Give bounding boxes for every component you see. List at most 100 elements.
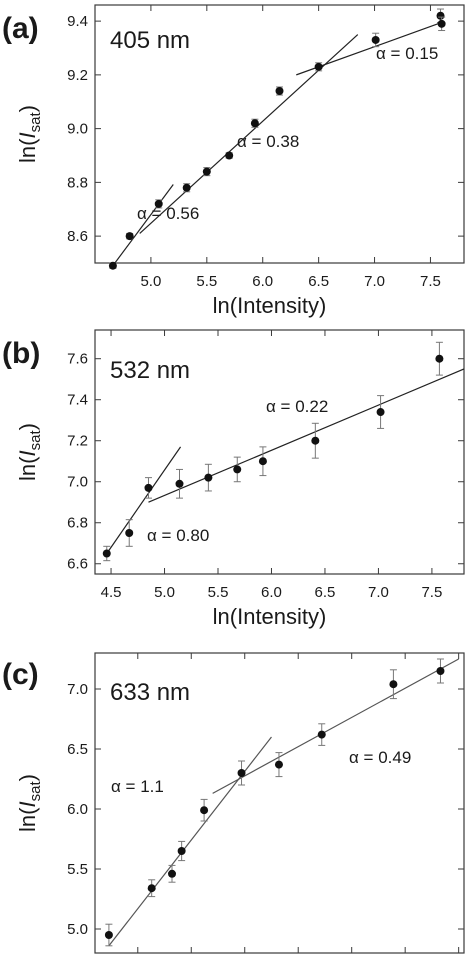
x-tick-label: 7.5	[420, 273, 441, 290]
wavelength-label: 633 nm	[110, 679, 190, 706]
y-axis-label: ln(Isat)	[15, 105, 44, 163]
y-tick-label: 5.5	[67, 861, 88, 878]
data-point	[233, 465, 242, 474]
x-tick-label: 4.5	[101, 584, 122, 601]
plot-frame	[94, 4, 465, 264]
y-label-suffix: )	[15, 774, 40, 781]
y-tick-label: 5.0	[67, 921, 88, 938]
data-point	[108, 261, 117, 270]
data-point	[102, 549, 111, 558]
data-point	[311, 436, 320, 445]
x-tick-label: 7.0	[364, 273, 385, 290]
y-tick-label: 8.8	[67, 174, 88, 191]
x-tick-label: 5.5	[208, 584, 229, 601]
panel-2: 5.05.56.06.57.07.58.05.05.56.06.57.0ln(I…	[2, 652, 465, 954]
y-label-italic: I	[15, 450, 40, 456]
data-point	[104, 931, 113, 939]
data-point	[376, 408, 385, 417]
x-tick-label: 6.0	[261, 584, 282, 601]
panel-label: (c)	[2, 658, 39, 691]
slope-label: α = 0.80	[147, 526, 209, 545]
data-point	[436, 667, 445, 675]
data-point	[274, 760, 283, 769]
y-label-italic: I	[15, 801, 40, 807]
y-label-sub: sat	[27, 112, 44, 133]
y-label-prefix: ln(	[15, 138, 40, 163]
x-axis-label: ln(Intensity)	[213, 293, 327, 318]
y-label-italic: I	[15, 132, 40, 138]
fit-line	[212, 658, 459, 794]
y-tick-label: 6.0	[67, 801, 88, 818]
x-tick-label: 5.0	[140, 273, 161, 290]
x-tick-label: 6.5	[315, 584, 336, 601]
fit-line	[106, 446, 182, 554]
data-point	[175, 479, 184, 488]
panel-0: 5.0 5.5 6.0 6.5 7.0 7.5 8.6 8.8 9.0 9.2 9.4 ln(Inte…	[2, 4, 465, 318]
y-axis-label: ln(Isat)	[15, 423, 44, 481]
y-label-suffix: )	[15, 105, 40, 112]
y-tick-label: 7.4	[67, 392, 88, 409]
data-point	[371, 35, 380, 44]
y-tick-label: 9.2	[67, 67, 88, 84]
y-axis-label: ln(Isat)	[15, 774, 44, 832]
x-tick-label: 6.0	[252, 273, 273, 290]
y-tick-label: 7.6	[67, 351, 88, 368]
y-tick-label: 7.2	[67, 433, 88, 450]
y-tick-label: 7.0	[67, 681, 88, 698]
slope-label: α = 0.56	[137, 204, 199, 223]
plot-frame	[94, 329, 465, 575]
data-point	[436, 11, 445, 20]
y-label-suffix: )	[15, 423, 40, 430]
data-point	[250, 119, 259, 128]
x-tick-label: 5.5	[196, 273, 217, 290]
slope-label: α = 0.22	[266, 397, 328, 416]
wavelength-label: 532 nm	[110, 357, 190, 384]
x-tick-label: 7.5	[421, 584, 442, 601]
y-label-prefix: ln(	[15, 807, 40, 832]
fit-line	[108, 736, 272, 947]
data-point	[147, 884, 156, 893]
data-point	[154, 199, 163, 208]
data-point	[200, 806, 209, 815]
y-label-sub: sat	[27, 781, 44, 802]
y-label-prefix: ln(	[15, 456, 40, 481]
panel-label: (b)	[2, 337, 40, 370]
data-point	[204, 473, 213, 482]
y-tick-label: 6.5	[67, 741, 88, 758]
slope-label: α = 1.1	[111, 777, 164, 796]
x-axis-label: ln(Intensity)	[213, 604, 327, 629]
x-tick-label: 7.0	[368, 584, 389, 601]
y-tick-label: 9.0	[67, 121, 88, 138]
y-label-sub: sat	[27, 430, 44, 451]
data-point	[144, 483, 153, 492]
x-tick-label: 6.5	[308, 273, 329, 290]
plot-frame	[94, 652, 465, 954]
slope-label: α = 0.49	[349, 748, 411, 767]
data-point	[237, 769, 246, 777]
data-point	[389, 680, 398, 689]
data-point	[125, 232, 134, 241]
data-point	[275, 87, 284, 95]
data-point	[202, 167, 211, 176]
panel-label: (a)	[2, 12, 39, 45]
y-tick-label: 7.0	[67, 474, 88, 491]
data-point	[437, 19, 446, 28]
data-point	[182, 183, 191, 192]
y-tick-label: 8.6	[67, 228, 88, 245]
y-tick-label: 6.6	[67, 556, 88, 573]
data-point	[258, 457, 267, 466]
data-point	[168, 869, 177, 878]
fit-line	[148, 368, 464, 503]
data-point	[317, 730, 326, 739]
y-tick-label: 9.4	[67, 13, 88, 30]
fit-line	[114, 184, 174, 263]
panel-1: 4.5 5.0 5.5 6.0 6.5 7.0 7.5 6.6 6.8 7.0 7.2 7.4 7.6 l…	[2, 329, 465, 629]
slope-label: α = 0.15	[376, 44, 438, 63]
slope-label: α = 0.38	[237, 132, 299, 151]
data-point	[435, 354, 444, 363]
y-tick-label: 6.8	[67, 515, 88, 532]
data-point	[225, 151, 234, 160]
x-tick-label: 5.0	[154, 584, 175, 601]
data-point	[125, 528, 134, 537]
